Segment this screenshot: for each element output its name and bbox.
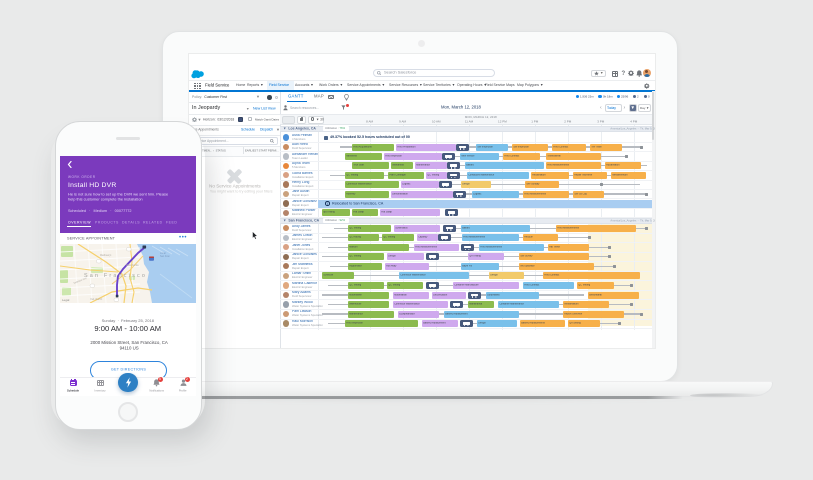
svg-text:San Kran: San Kran — [160, 255, 171, 258]
svg-text:Legal: Legal — [62, 298, 70, 302]
svg-text:Local: Local — [160, 252, 166, 255]
svg-text:Mahchontta: Mahchontta — [126, 264, 139, 267]
svg-text:Marlbaoryt: Marlbaoryt — [100, 254, 112, 257]
svg-text:San Francisco: San Francisco — [84, 273, 147, 279]
svg-text:Duboce Ave: Duboce Ave — [73, 275, 88, 284]
svg-text:Yad charhrt: Yad charhrt — [90, 298, 103, 301]
